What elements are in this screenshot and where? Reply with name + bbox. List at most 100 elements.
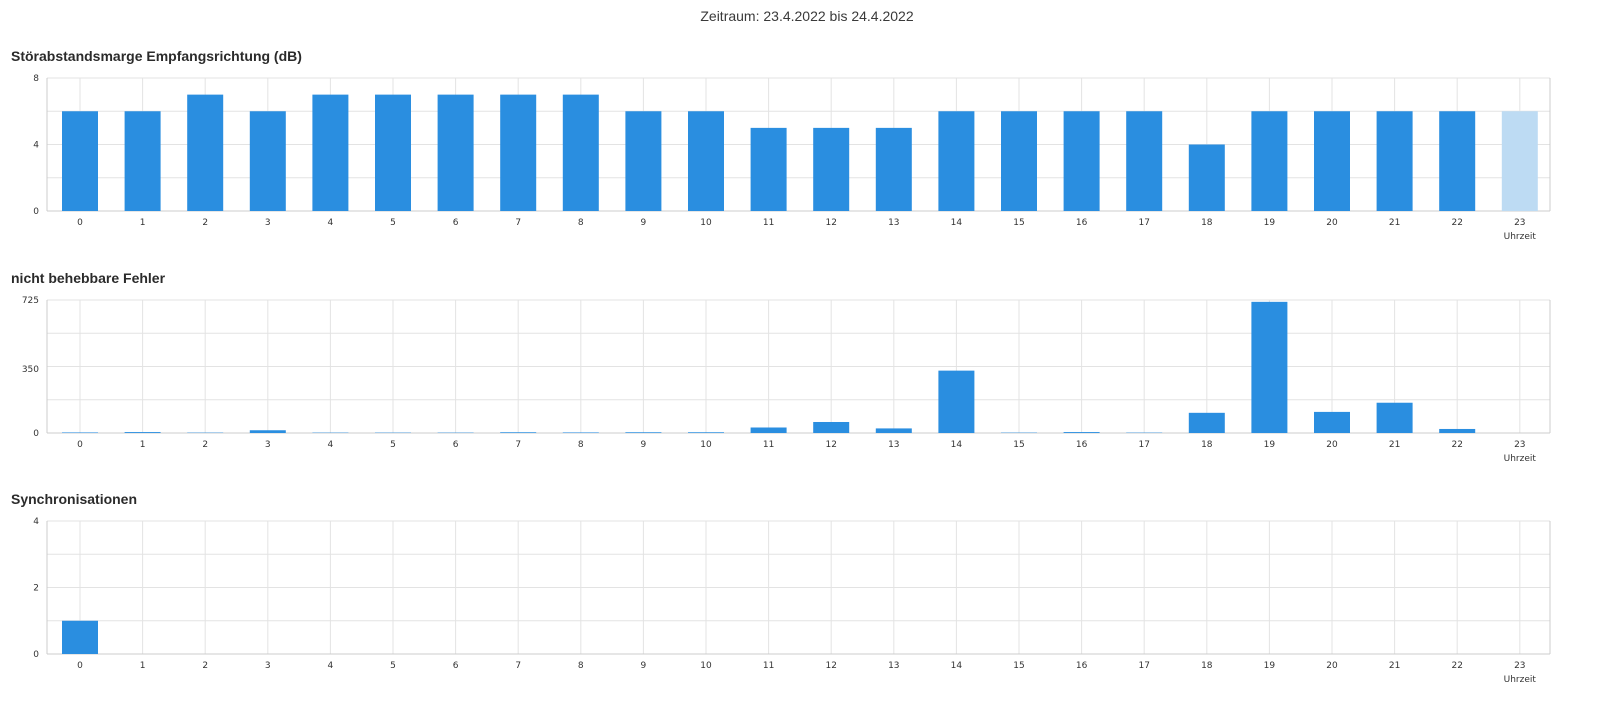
x-tick-label: 10: [700, 218, 712, 228]
x-tick-label: 20: [1326, 661, 1338, 671]
bar: [1439, 111, 1476, 211]
bar: [1251, 111, 1288, 211]
x-tick-label: 1: [140, 218, 146, 228]
bar: [124, 432, 161, 433]
x-tick-label: 2: [202, 440, 208, 450]
bar: [562, 432, 599, 433]
x-tick-label: 6: [453, 661, 459, 671]
bar: [625, 432, 662, 433]
x-tick-label: 2: [202, 218, 208, 228]
x-tick-label: 15: [1013, 218, 1024, 228]
x-tick-label: 6: [453, 218, 459, 228]
x-tick-label: 22: [1451, 661, 1462, 671]
bar: [688, 111, 724, 211]
x-tick-label: 21: [1389, 218, 1400, 228]
bar: [625, 111, 662, 211]
x-tick-label: 14: [951, 218, 963, 228]
x-tick-label: 17: [1138, 440, 1149, 450]
bar: [1314, 411, 1350, 433]
x-tick-label: 16: [1076, 661, 1088, 671]
x-tick-label: 23: [1514, 440, 1525, 450]
x-axis-label: Uhrzeit: [1504, 454, 1537, 464]
y-tick-label: 725: [22, 296, 39, 306]
y-tick-label: 4: [33, 517, 39, 527]
x-tick-label: 7: [515, 661, 521, 671]
x-tick-label: 12: [825, 440, 836, 450]
bar: [688, 432, 724, 433]
x-tick-label: 22: [1451, 440, 1462, 450]
x-tick-label: 12: [825, 218, 836, 228]
bar: [1126, 111, 1163, 211]
x-tick-label: 17: [1138, 661, 1149, 671]
x-tick-label: 4: [328, 661, 334, 671]
x-tick-label: 19: [1264, 661, 1276, 671]
bar: [500, 432, 537, 433]
bar: [1376, 111, 1413, 211]
x-tick-label: 9: [641, 661, 647, 671]
bar: [187, 94, 224, 211]
x-tick-label: 20: [1326, 218, 1338, 228]
x-tick-label: 5: [390, 440, 396, 450]
x-tick-label: 14: [951, 440, 963, 450]
y-tick-label: 0: [33, 207, 39, 217]
bar: [1501, 111, 1538, 211]
x-tick-label: 7: [515, 218, 521, 228]
x-tick-label: 19: [1264, 218, 1276, 228]
x-tick-label: 19: [1264, 440, 1276, 450]
x-tick-label: 9: [641, 218, 647, 228]
bar: [62, 111, 98, 211]
x-tick-label: 21: [1389, 661, 1400, 671]
y-tick-label: 2: [33, 584, 39, 594]
bar: [124, 111, 161, 211]
x-tick-label: 4: [328, 218, 334, 228]
x-tick-label: 13: [888, 440, 899, 450]
bar: [750, 427, 787, 433]
x-tick-label: 15: [1013, 661, 1024, 671]
x-tick-label: 3: [265, 440, 271, 450]
x-tick-label: 16: [1076, 440, 1088, 450]
x-tick-label: 4: [328, 440, 334, 450]
x-tick-label: 11: [763, 661, 774, 671]
bar: [375, 94, 411, 211]
x-tick-label: 18: [1201, 440, 1213, 450]
x-tick-label: 21: [1389, 440, 1400, 450]
x-tick-label: 20: [1326, 440, 1338, 450]
x-tick-label: 22: [1451, 218, 1462, 228]
x-tick-label: 11: [763, 440, 774, 450]
x-tick-label: 15: [1013, 440, 1024, 450]
bar: [1439, 428, 1476, 433]
bar: [938, 111, 975, 211]
x-tick-label: 1: [140, 440, 146, 450]
x-tick-label: 0: [77, 661, 83, 671]
bar: [813, 421, 850, 433]
x-tick-label: 5: [390, 218, 396, 228]
x-tick-label: 11: [763, 218, 774, 228]
bar: [875, 127, 912, 211]
x-tick-label: 18: [1201, 661, 1213, 671]
bar: [875, 428, 912, 433]
x-tick-label: 18: [1201, 218, 1213, 228]
x-tick-label: 3: [265, 661, 271, 671]
x-tick-label: 7: [515, 440, 521, 450]
x-tick-label: 8: [578, 661, 584, 671]
bar: [62, 432, 98, 433]
bar: [1376, 402, 1413, 433]
x-tick-label: 14: [951, 661, 963, 671]
x-tick-label: 9: [641, 440, 647, 450]
x-tick-label: 10: [700, 440, 712, 450]
x-tick-label: 6: [453, 440, 459, 450]
bar: [1188, 412, 1225, 433]
period-label: Zeitraum: 23.4.2022 bis 24.4.2022: [700, 8, 914, 24]
bar: [1063, 432, 1100, 433]
bar: [1063, 111, 1100, 211]
chart-title-sync: Synchronisationen: [11, 491, 138, 507]
x-tick-label: 12: [825, 661, 836, 671]
bar: [1251, 301, 1288, 433]
x-tick-label: 2: [202, 661, 208, 671]
x-tick-label: 13: [888, 218, 899, 228]
x-tick-label: 3: [265, 218, 271, 228]
bar: [813, 127, 850, 211]
y-tick-label: 0: [33, 650, 39, 660]
